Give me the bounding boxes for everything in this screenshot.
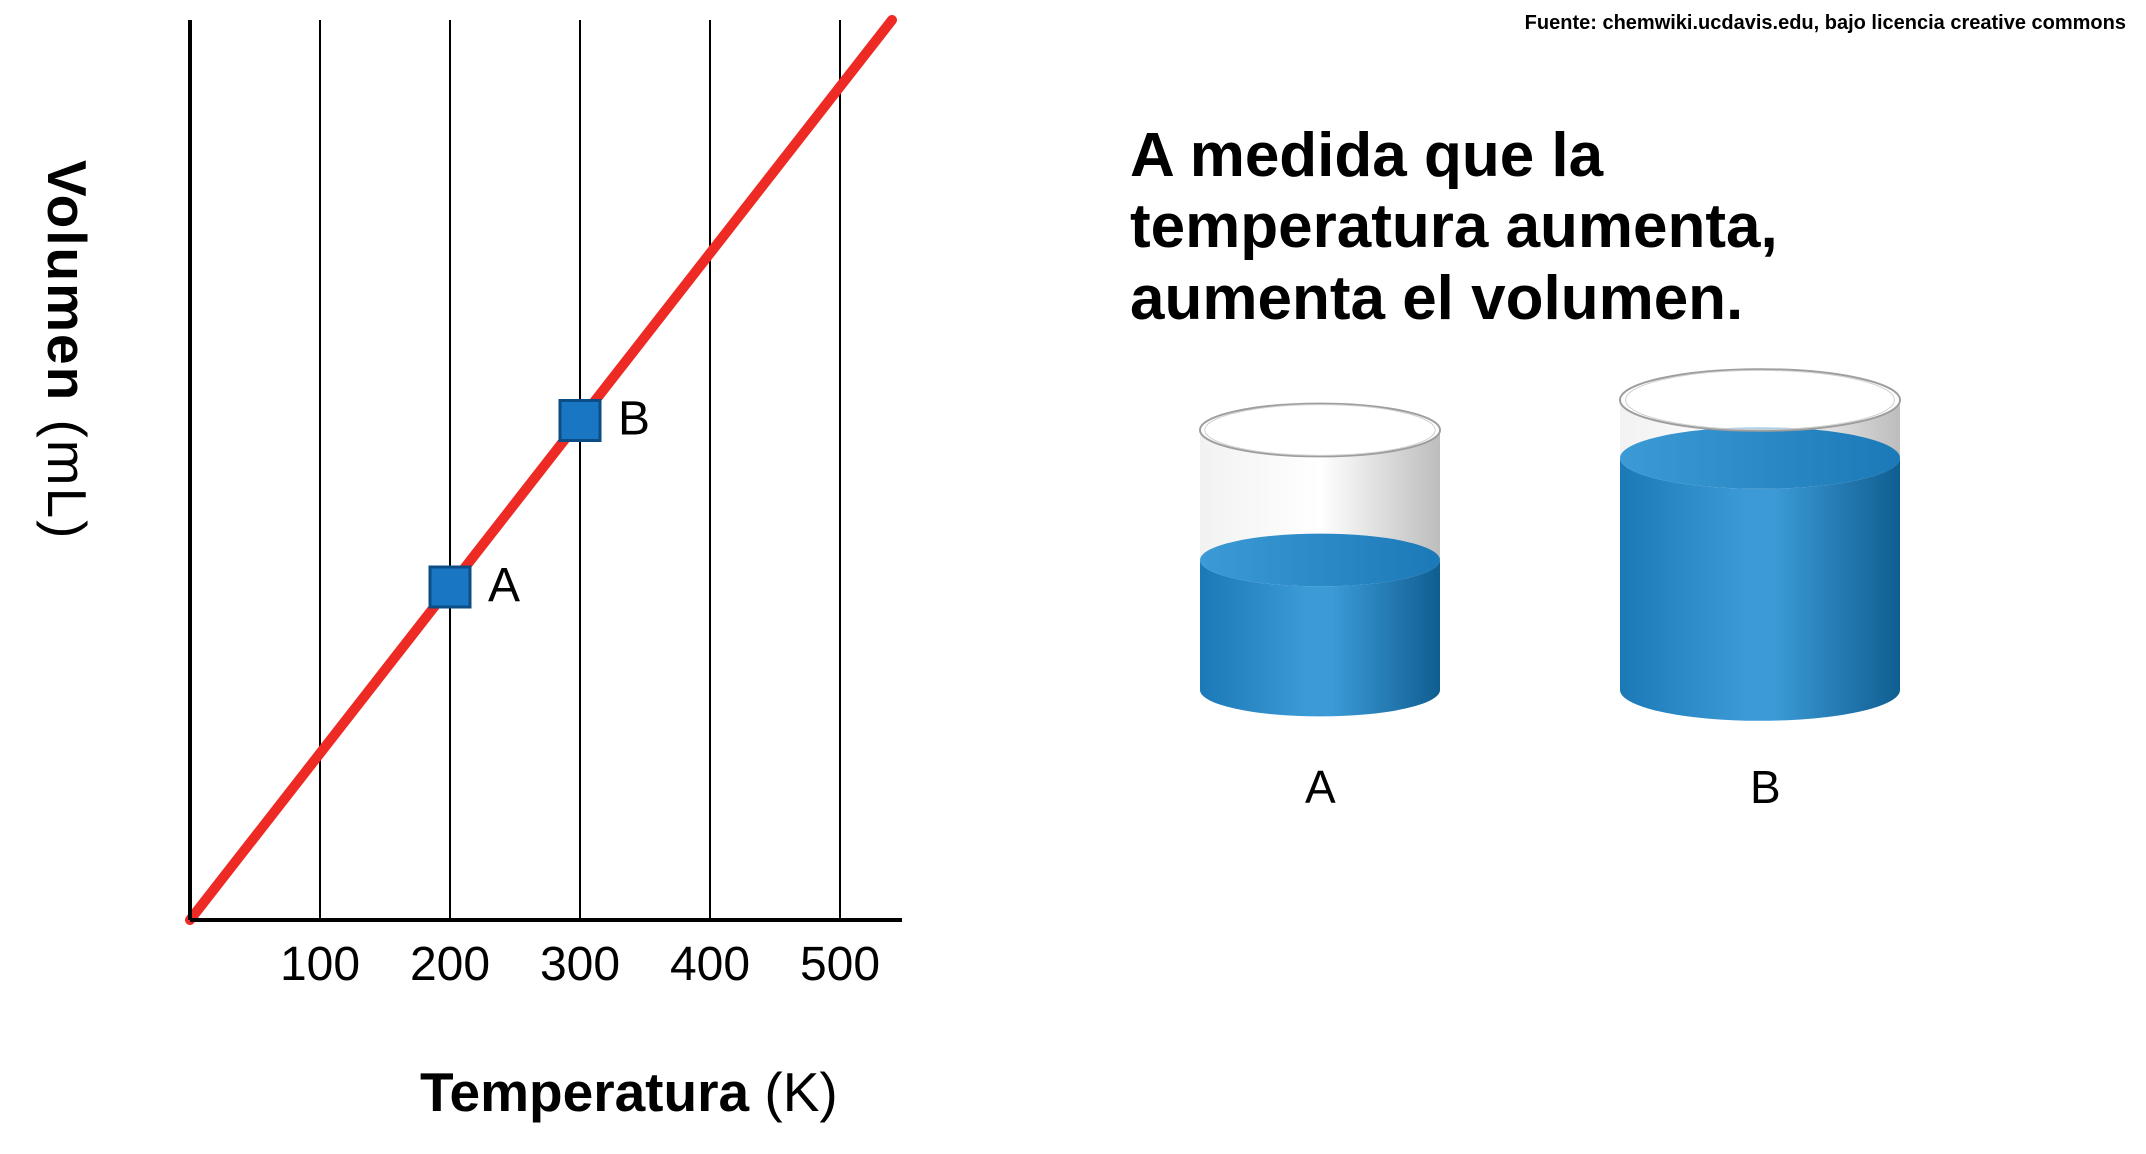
beakers-illustration: [0, 0, 2146, 1154]
beaker-a-label: A: [1305, 760, 1336, 814]
beaker-b-label: B: [1750, 760, 1781, 814]
